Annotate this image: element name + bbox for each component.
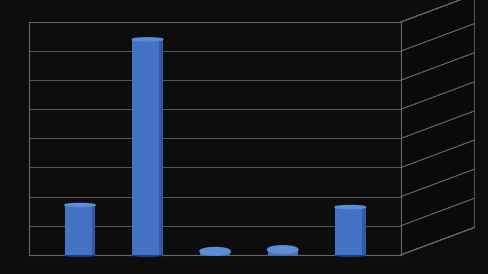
Ellipse shape	[65, 204, 95, 207]
Bar	[361, 207, 365, 255]
Bar	[65, 205, 95, 255]
Ellipse shape	[132, 253, 163, 256]
Ellipse shape	[200, 247, 230, 255]
Bar	[200, 251, 230, 255]
Bar	[132, 39, 163, 255]
Ellipse shape	[334, 253, 365, 256]
Bar	[267, 250, 297, 255]
Bar	[334, 207, 365, 255]
Ellipse shape	[334, 206, 365, 209]
Ellipse shape	[132, 38, 163, 41]
Polygon shape	[400, 0, 473, 255]
Ellipse shape	[267, 246, 297, 253]
Bar	[159, 39, 163, 255]
Bar	[29, 22, 400, 255]
Ellipse shape	[65, 253, 95, 256]
Polygon shape	[29, 227, 473, 255]
Bar	[91, 205, 95, 255]
